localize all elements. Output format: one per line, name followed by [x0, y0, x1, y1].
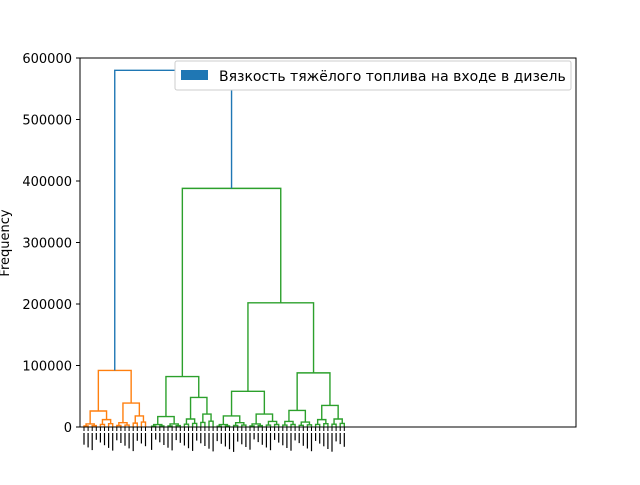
dendrogram-link — [200, 421, 206, 427]
dendrogram-link — [265, 424, 272, 427]
dendrogram-link — [167, 425, 173, 427]
plot-frame — [79, 57, 577, 428]
legend-swatch — [181, 70, 208, 80]
y-tick-label: 500000 — [22, 114, 72, 129]
legend: Вязкость тяжёлого топлива на входе в диз… — [174, 60, 572, 91]
leaf-tick-marks — [83, 427, 345, 452]
dendrogram-link — [249, 425, 255, 427]
y-axis-label: Frequency — [0, 209, 13, 276]
y-axis: 0 100000 200000 300000 400000 500000 600000 — [22, 52, 80, 436]
dendrogram-link — [124, 424, 130, 427]
y-tick-label: 200000 — [22, 298, 72, 313]
dendrogram-link — [83, 425, 89, 427]
plot-area — [80, 58, 576, 427]
y-tick-label: 600000 — [22, 52, 72, 67]
dendrogram-links — [83, 69, 345, 427]
legend-box — [174, 60, 572, 91]
dendrogram-link — [183, 423, 190, 427]
y-tick-label: 300000 — [22, 237, 72, 252]
y-tick-label: 100000 — [22, 360, 72, 375]
dendrogram-link — [282, 424, 288, 427]
dendrogram-link — [241, 424, 247, 427]
dendrogram-link — [114, 69, 233, 371]
legend-label: Вязкость тяжёлого топлива на входе в диз… — [219, 69, 566, 85]
dendrogram-link — [331, 423, 337, 427]
y-tick-label: 0 — [64, 421, 72, 436]
y-tick-label: 400000 — [22, 175, 72, 190]
